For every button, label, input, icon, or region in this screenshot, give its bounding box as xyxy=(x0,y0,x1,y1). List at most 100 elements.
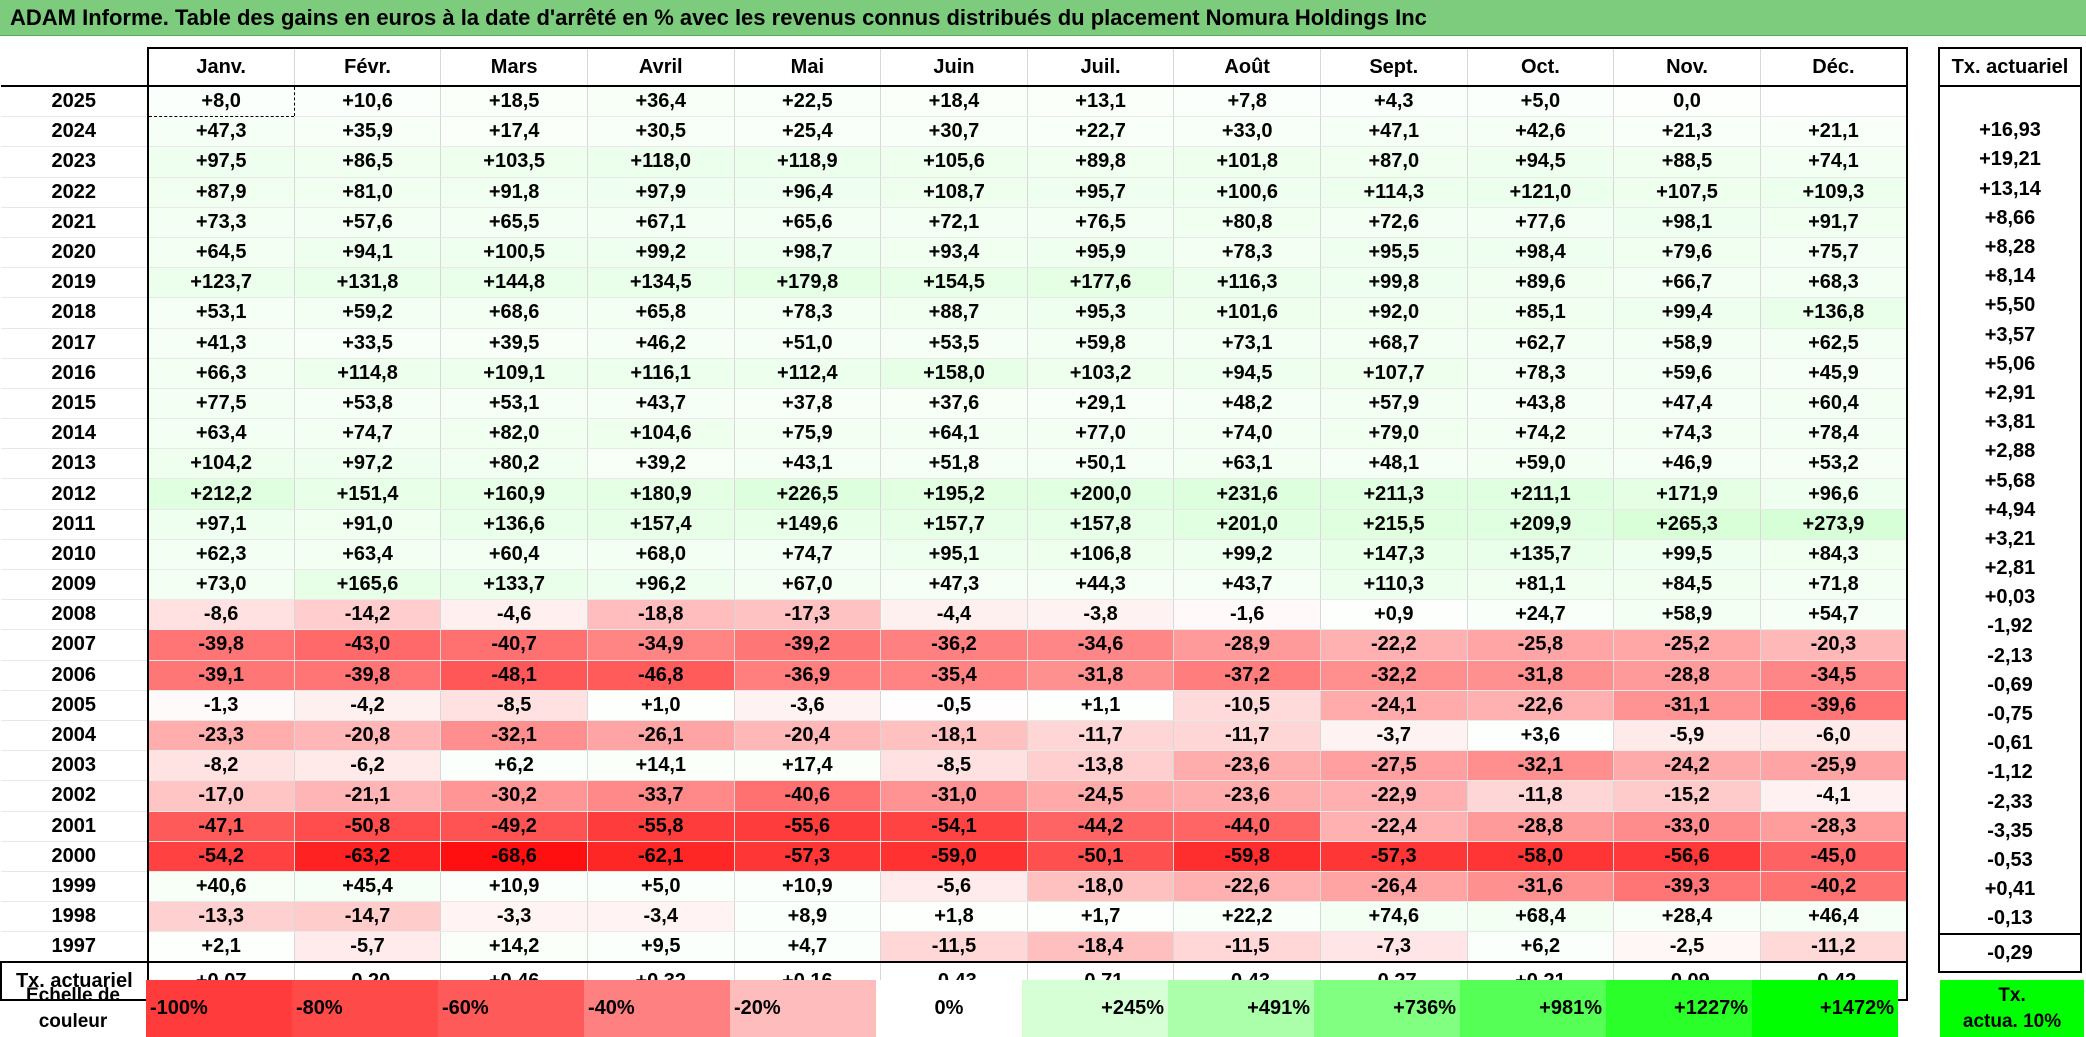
value-cell: +57,6 xyxy=(294,207,442,238)
value-cell: +5,0 xyxy=(587,871,735,903)
value-cell: +147,3 xyxy=(1320,539,1468,571)
value-cell: +79,6 xyxy=(1613,237,1761,269)
rate-total-row: -0,29 xyxy=(1938,933,2082,974)
value-cell: +1,7 xyxy=(1027,901,1175,933)
value-cell: +116,3 xyxy=(1173,267,1321,299)
value-cell: +17,4 xyxy=(440,116,588,148)
value-cell: +82,0 xyxy=(440,418,588,450)
value-cell: +231,6 xyxy=(1173,478,1321,510)
value-cell: +99,5 xyxy=(1613,539,1761,571)
value-cell: -24,1 xyxy=(1320,690,1468,721)
value-cell: -39,8 xyxy=(147,629,295,661)
rate-row: +0,03 xyxy=(1938,583,2082,613)
value-cell: -0,5 xyxy=(880,690,1028,721)
value-cell: -1,6 xyxy=(1173,599,1321,631)
value-cell: -22,4 xyxy=(1320,811,1468,842)
year-label: 2000 xyxy=(1,841,149,872)
month-header: Déc. xyxy=(1760,47,1908,87)
value-cell: +59,0 xyxy=(1467,448,1615,480)
value-cell: +103,5 xyxy=(440,146,588,178)
value-cell: +74,0 xyxy=(1173,418,1321,450)
value-cell: +85,1 xyxy=(1467,297,1615,329)
year-label: 2022 xyxy=(1,177,149,208)
value-cell: +88,7 xyxy=(880,297,1028,329)
value-cell: +25,4 xyxy=(734,116,882,148)
value-cell: +1,0 xyxy=(587,690,735,721)
year-label: 2002 xyxy=(1,780,149,812)
table-row: 2023 +97,5 +86,5 +103,5 +118,0 +118,9 +105,6 +8… xyxy=(1,146,1908,178)
value-cell: +157,7 xyxy=(880,509,1028,540)
value-cell: -11,7 xyxy=(1027,720,1175,752)
rate-value: +16,93 xyxy=(1938,116,2082,146)
table-row: 2009 +73,0 +165,6 +133,7 +96,2 +67,0 +47,3 +44,… xyxy=(1,569,1908,601)
value-cell: +54,7 xyxy=(1760,599,1908,631)
value-cell: +66,3 xyxy=(147,358,295,389)
value-cell: +144,8 xyxy=(440,267,588,299)
value-cell: -20,8 xyxy=(294,720,442,752)
value-cell: +74,6 xyxy=(1320,901,1468,933)
value-cell: -57,3 xyxy=(1320,841,1468,872)
value-cell: -58,0 xyxy=(1467,841,1615,872)
value-cell: +96,2 xyxy=(587,569,735,601)
value-cell: -11,5 xyxy=(880,931,1028,963)
rate-total: -0,29 xyxy=(1938,933,2082,974)
rate-row: +2,81 xyxy=(1938,554,2082,584)
totals-label: Tx. actuariel xyxy=(0,961,149,1002)
rate-row: +3,57 xyxy=(1938,320,2082,350)
value-cell: +136,6 xyxy=(440,509,588,540)
year-label: 2011 xyxy=(1,509,149,540)
table-row: 1999 +40,6 +45,4 +10,9 +5,0 +10,9 -5,6 -18,0 -22… xyxy=(1,871,1908,903)
table-row: 2002 -17,0 -21,1 -30,2 -33,7 -40,6 -31,0 -24,5-… xyxy=(1,780,1908,812)
value-cell: -37,2 xyxy=(1173,660,1321,691)
value-cell: +78,3 xyxy=(1467,358,1615,389)
value-cell: -30,2 xyxy=(440,780,588,812)
value-cell: -31,8 xyxy=(1467,660,1615,691)
table-row: 2017 +41,3 +33,5 +39,5 +46,2 +51,0 +53,5 +59,8 +… xyxy=(1,328,1908,359)
rate-column: Tx. actuariel +16,93 +19,21 +13,14 +8,66 +8,2… xyxy=(1938,47,2082,974)
value-cell: +165,6 xyxy=(294,569,442,601)
value-cell: -28,3 xyxy=(1760,811,1908,842)
value-cell: +29,1 xyxy=(1027,388,1175,420)
value-cell: +53,5 xyxy=(880,328,1028,359)
table-row: 2005 -1,3 -4,2 -8,5 +1,0 -3,6 -0,5 +1,1 -10,5 -24… xyxy=(1,690,1908,721)
value-cell: +265,3 xyxy=(1613,509,1761,540)
value-cell: +8,9 xyxy=(734,901,882,933)
value-cell: -20,4 xyxy=(734,720,882,752)
value-cell: -23,6 xyxy=(1173,750,1321,782)
rate-value: +0,41 xyxy=(1938,875,2082,905)
value-cell: +80,8 xyxy=(1173,207,1321,238)
value-cell: +158,0 xyxy=(880,358,1028,389)
value-cell: +157,8 xyxy=(1027,509,1175,540)
rate-value: -2,13 xyxy=(1938,641,2082,671)
value-cell: -8,6 xyxy=(147,599,295,631)
value-cell: -54,1 xyxy=(880,811,1028,842)
value-cell: +95,9 xyxy=(1027,237,1175,269)
rate-row: -0,53 xyxy=(1938,845,2082,876)
month-header: Juin xyxy=(880,47,1028,87)
value-cell: +77,6 xyxy=(1467,207,1615,238)
value-cell: -39,6 xyxy=(1760,690,1908,721)
value-cell: +114,3 xyxy=(1320,177,1468,208)
year-label: 2024 xyxy=(1,116,149,148)
value-cell: +7,8 xyxy=(1173,86,1321,118)
value-cell: +41,3 xyxy=(147,328,295,359)
value-cell: +44,3 xyxy=(1027,569,1175,601)
month-header: Mai xyxy=(734,47,882,87)
value-cell: +68,3 xyxy=(1760,267,1908,299)
value-cell: +109,3 xyxy=(1760,177,1908,208)
rate-row: +8,14 xyxy=(1938,262,2082,292)
value-cell: +99,2 xyxy=(1173,539,1321,571)
year-label: 2001 xyxy=(1,811,149,842)
table-row: 2004 -23,3 -20,8 -32,1 -26,1 -20,4 -18,1 -11,7-… xyxy=(1,720,1908,752)
value-cell: +47,3 xyxy=(147,116,295,148)
value-cell: +98,4 xyxy=(1467,237,1615,269)
value-cell: +1,1 xyxy=(1027,690,1175,721)
value-cell: -13,8 xyxy=(1027,750,1175,782)
value-cell: +18,5 xyxy=(440,86,588,118)
year-label: 2014 xyxy=(1,418,149,450)
value-cell: -63,2 xyxy=(294,841,442,872)
value-cell: +4,7 xyxy=(734,931,882,963)
rate-value: +2,88 xyxy=(1938,437,2082,467)
value-cell: -22,2 xyxy=(1320,629,1468,661)
scale-cell: -80% xyxy=(292,980,438,1037)
